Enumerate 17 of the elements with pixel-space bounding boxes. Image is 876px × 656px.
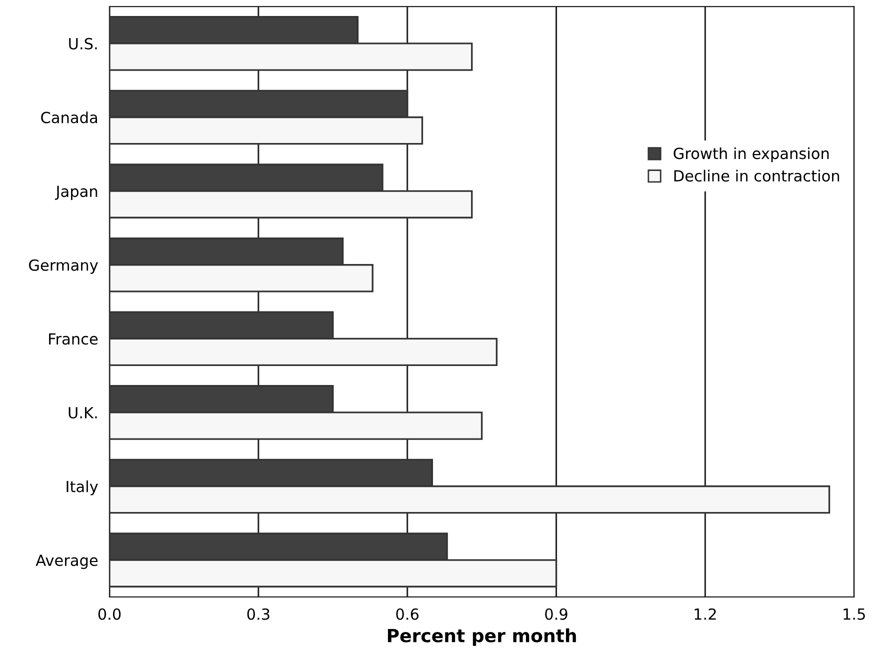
- x-tick-label: 0.9: [545, 608, 568, 620]
- y-tick-label: Germany: [29, 259, 98, 274]
- y-tick-label: France: [49, 333, 98, 345]
- y-tick-label: U.K.: [68, 407, 97, 418]
- y-tick-label: Average: [36, 554, 98, 570]
- y-tick-label: Canada: [41, 111, 97, 124]
- x-tick-label: 1.5: [844, 608, 865, 620]
- x-tick-label: 0.3: [247, 608, 270, 620]
- y-tick-label: Japan: [54, 186, 98, 200]
- x-tick-label: 0.0: [98, 608, 121, 620]
- x-tick-label: 1.2: [694, 608, 716, 620]
- y-tick-label: U.S.: [69, 38, 97, 50]
- legend-label: Growth in expansion: [674, 147, 829, 162]
- legend-label: Decline in contraction: [674, 170, 840, 182]
- x-tick-label: 0.6: [396, 608, 419, 620]
- x-axis-title: Percent per month: [388, 628, 576, 646]
- y-tick-label: Italy: [66, 480, 98, 496]
